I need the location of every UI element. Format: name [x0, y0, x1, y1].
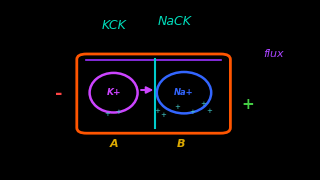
Text: flux: flux [263, 49, 284, 59]
Text: +: + [154, 108, 160, 114]
Text: B: B [177, 139, 185, 149]
Text: -: - [55, 85, 63, 103]
Text: +: + [200, 101, 206, 107]
Text: Na+: Na+ [174, 88, 194, 97]
Text: KCK: KCK [101, 19, 126, 32]
Text: +: + [116, 109, 121, 115]
Text: +: + [104, 111, 110, 117]
Text: +: + [189, 109, 195, 115]
Text: A: A [109, 139, 118, 149]
Text: K+: K+ [106, 88, 121, 97]
Text: +: + [207, 108, 212, 114]
Text: +: + [175, 104, 180, 110]
Text: NaCK: NaCK [157, 15, 191, 28]
Text: +: + [242, 97, 254, 112]
Text: +: + [160, 112, 166, 118]
